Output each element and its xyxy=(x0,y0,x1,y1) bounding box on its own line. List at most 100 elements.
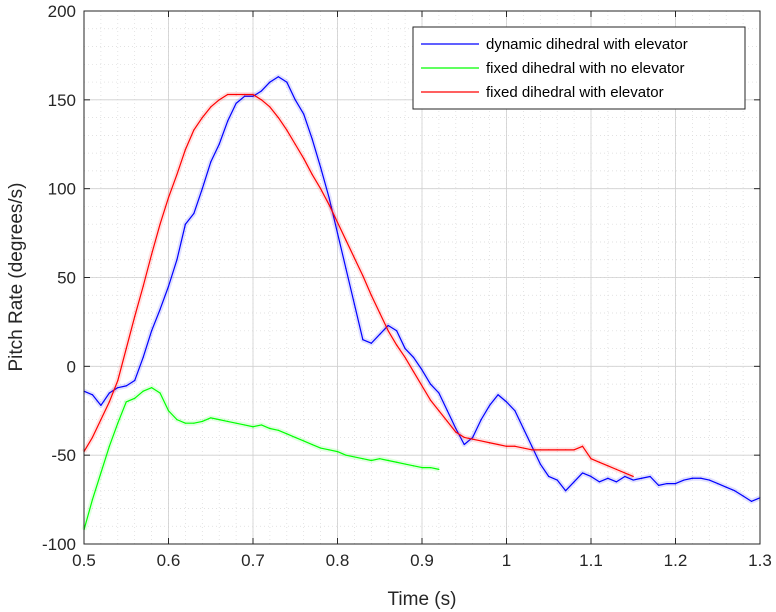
data-point xyxy=(429,383,432,385)
data-point xyxy=(590,458,592,460)
legend-entry: fixed dihedral with no elevator xyxy=(486,60,684,77)
series-3 xyxy=(81,92,635,479)
data-point xyxy=(303,440,305,442)
data-point xyxy=(379,458,381,460)
data-point xyxy=(184,223,186,225)
data-point xyxy=(615,481,617,483)
data-point xyxy=(438,392,440,394)
data-point xyxy=(700,477,702,479)
data-point xyxy=(108,401,110,403)
data-point xyxy=(286,129,288,131)
data-point xyxy=(91,436,94,438)
data-point xyxy=(218,143,220,145)
data-point xyxy=(277,117,279,119)
data-point xyxy=(353,257,355,259)
data-point xyxy=(607,465,609,467)
data-point xyxy=(522,427,525,430)
data-point xyxy=(548,475,550,478)
data-point xyxy=(100,472,102,474)
data-point xyxy=(294,99,296,101)
data-point xyxy=(286,81,288,83)
y-tick-label: 150 xyxy=(48,91,76,110)
data-point xyxy=(227,120,229,122)
data-point xyxy=(666,482,668,485)
data-point xyxy=(201,420,203,423)
data-point xyxy=(412,356,415,359)
series-1 xyxy=(83,74,761,504)
data-point xyxy=(683,479,685,481)
data-point xyxy=(421,467,423,469)
data-point xyxy=(260,90,263,92)
x-tick-label: 1.3 xyxy=(748,551,772,570)
data-point xyxy=(201,188,203,190)
data-point xyxy=(328,204,330,206)
data-point xyxy=(320,166,322,168)
data-point xyxy=(125,401,127,403)
data-point xyxy=(396,344,398,346)
data-point xyxy=(455,427,457,430)
series-2 xyxy=(81,385,440,531)
data-point xyxy=(691,477,694,479)
data-point xyxy=(336,232,339,234)
data-point xyxy=(176,419,178,421)
data-point xyxy=(463,436,465,438)
data-point xyxy=(100,419,102,421)
data-point xyxy=(201,117,203,119)
data-point xyxy=(252,95,254,97)
data-point xyxy=(624,472,626,474)
data-point xyxy=(184,422,186,424)
data-point xyxy=(497,443,499,446)
data-point xyxy=(193,212,195,215)
data-point xyxy=(708,479,710,481)
data-point xyxy=(581,445,584,447)
data-point xyxy=(134,379,136,382)
data-point xyxy=(615,468,617,470)
y-tick-label: -100 xyxy=(42,535,76,554)
data-point xyxy=(108,392,110,394)
series-layer xyxy=(81,74,761,531)
data-point xyxy=(598,481,601,483)
data-point xyxy=(243,95,246,97)
data-point xyxy=(235,93,237,96)
x-tick-label: 0.8 xyxy=(326,551,350,570)
data-point xyxy=(480,440,482,442)
data-point xyxy=(159,392,161,394)
data-point xyxy=(269,427,271,430)
data-point xyxy=(497,394,499,396)
data-point xyxy=(581,472,584,474)
data-point xyxy=(632,479,634,481)
data-point xyxy=(573,449,575,451)
data-point xyxy=(446,420,448,423)
data-point xyxy=(320,188,322,190)
data-point xyxy=(446,410,448,412)
y-tick-label: 0 xyxy=(67,357,76,376)
data-point xyxy=(565,449,567,451)
data-point xyxy=(421,369,423,371)
data-point xyxy=(210,106,212,108)
data-point xyxy=(624,475,626,478)
data-point xyxy=(438,410,440,412)
data-point xyxy=(176,259,178,261)
data-point xyxy=(336,221,339,224)
data-point xyxy=(151,387,153,389)
data-point xyxy=(565,490,567,492)
data-point xyxy=(725,486,727,488)
data-point xyxy=(345,454,347,456)
data-point xyxy=(193,129,195,131)
data-point xyxy=(387,330,389,332)
data-point xyxy=(167,285,170,287)
data-point xyxy=(489,404,491,407)
data-point xyxy=(379,312,381,314)
data-point xyxy=(674,482,677,485)
data-point xyxy=(480,419,482,421)
data-point xyxy=(252,93,254,96)
data-point xyxy=(539,463,541,465)
legend: dynamic dihedral with elevator fixed dihe… xyxy=(412,26,746,110)
data-point xyxy=(379,333,381,335)
data-point xyxy=(151,330,153,332)
data-point xyxy=(117,387,119,389)
data-point xyxy=(336,451,339,453)
data-point xyxy=(472,436,474,438)
x-tick-label: 0.5 xyxy=(72,551,96,570)
data-point xyxy=(320,447,322,449)
